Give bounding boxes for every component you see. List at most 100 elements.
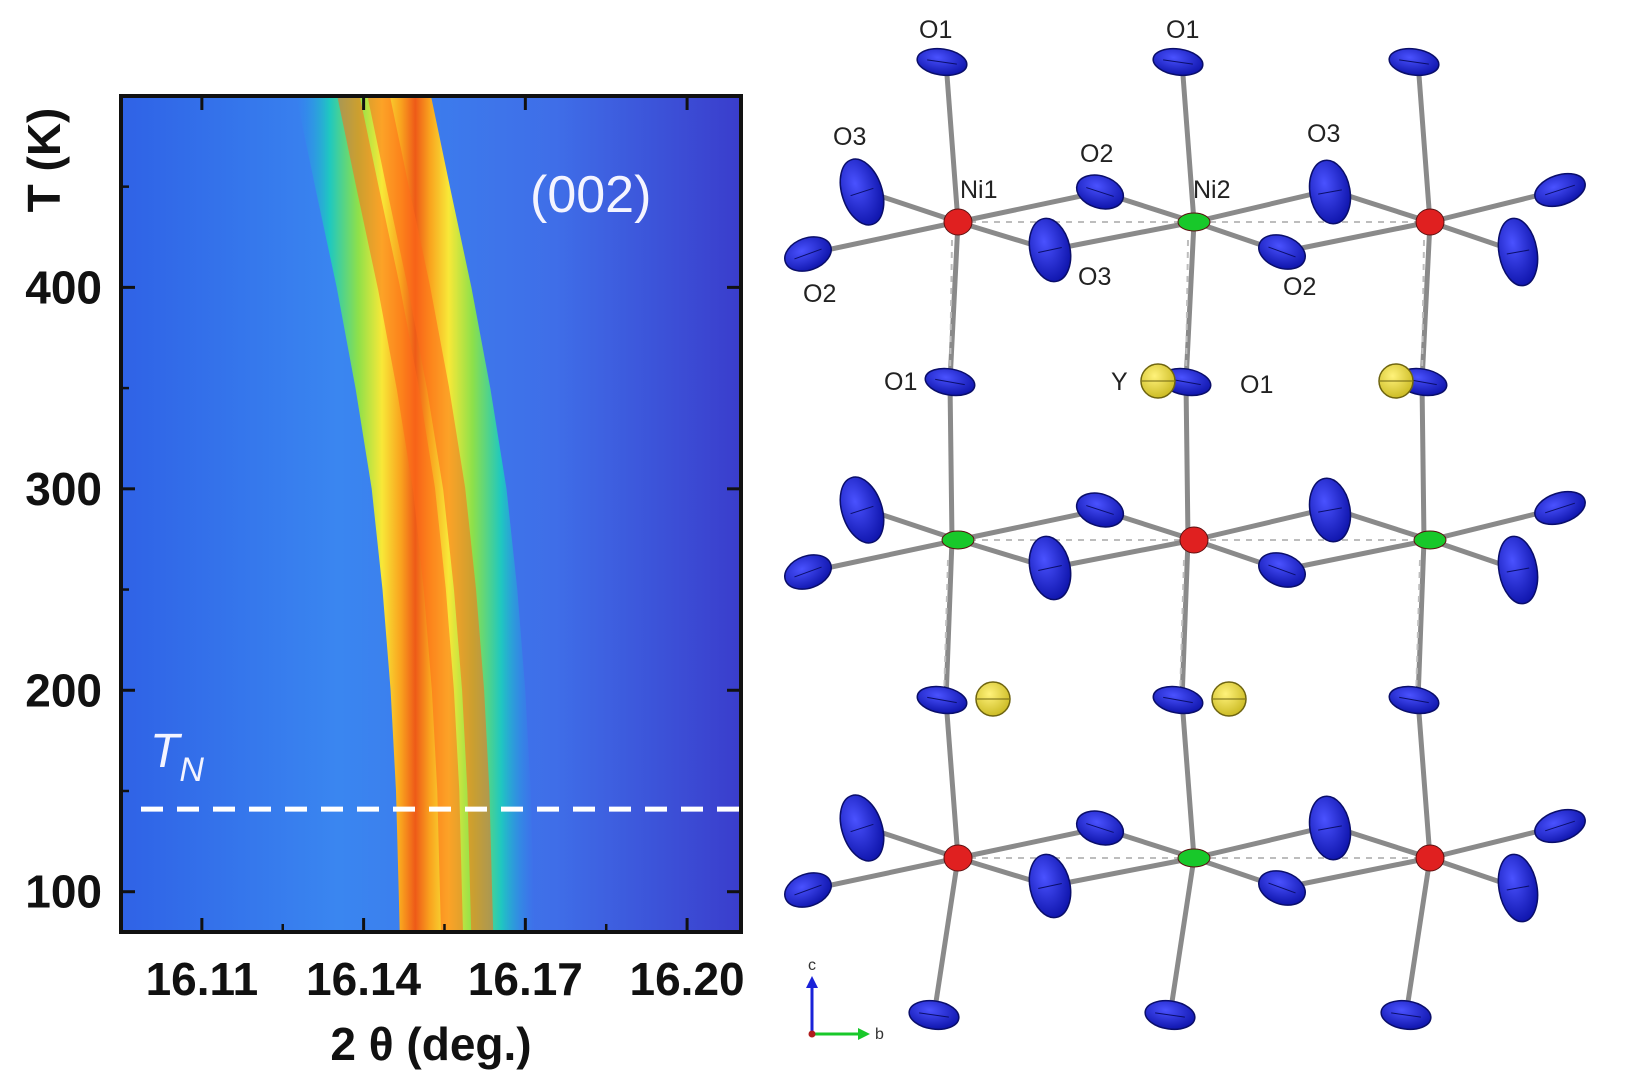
atom-labels: O1 O1 O3 O2 O3 Ni1 Ni2 O2 O3 O2 O1 Y O1 — [803, 16, 1340, 399]
oxygen-atom — [1534, 808, 1586, 844]
oxygen-atom — [1028, 535, 1072, 601]
oxygen-axis — [1155, 1012, 1185, 1018]
ni2-atom — [1177, 212, 1211, 232]
oxygen-axis — [1268, 564, 1296, 576]
oxygen-axis — [1086, 823, 1114, 833]
oxygen-axis — [1163, 59, 1193, 65]
oxygen-axis — [935, 378, 965, 386]
y-atom — [1211, 681, 1247, 717]
crystal-structure-panel: O1 O1 O3 O2 O3 Ni1 Ni2 O2 O3 O2 O1 Y O1 … — [784, 16, 1586, 1043]
oxygen-axis — [1268, 246, 1296, 258]
oxygen-atom — [784, 236, 832, 272]
oxygen-axis — [1038, 565, 1062, 571]
oxygen-axis — [1171, 378, 1201, 386]
oxygen-axis — [794, 566, 822, 578]
x-tick-labels: 16.11 16.14 16.17 16.20 — [146, 953, 745, 1005]
ni1-atom — [1415, 844, 1445, 872]
oxygen-atom — [1028, 853, 1072, 919]
ni-ellipsoid — [941, 530, 975, 550]
oxygen-atom — [1534, 490, 1586, 526]
plot-frame — [119, 94, 743, 934]
intensity-ridge-core-right — [367, 96, 494, 932]
oxygen-axis — [1399, 696, 1429, 704]
axes-key-b-label: b — [875, 1026, 884, 1043]
bond — [1279, 855, 1433, 891]
oxygen-atom — [1258, 870, 1306, 906]
label-o1-top-left: O1 — [919, 16, 952, 44]
oxygen-atom — [1144, 999, 1196, 1031]
oxygen-axis — [1506, 885, 1530, 891]
oxygen-axis — [1399, 59, 1429, 65]
bond — [1415, 59, 1433, 225]
oxygen-axis — [794, 884, 822, 896]
bond — [1419, 219, 1433, 385]
x-axis-title: 2 θ (deg.) — [330, 1018, 531, 1070]
label-o3-right: O3 — [1307, 120, 1340, 148]
ni-ellipsoid — [943, 844, 973, 872]
y-atom — [1140, 363, 1176, 399]
oxygen-atom — [784, 554, 832, 590]
intensity-ridge-core-left — [337, 96, 463, 932]
bond — [947, 219, 961, 385]
label-o1-mid-left: O1 — [884, 368, 917, 396]
y-ticks — [121, 185, 741, 894]
label-o2-upper: O2 — [1080, 140, 1113, 168]
ni-ellipsoid — [1177, 848, 1211, 868]
ni-ellipsoid — [1415, 208, 1445, 236]
ni2-atom — [941, 530, 975, 550]
label-o2-right: O2 — [1283, 273, 1316, 301]
label-o1-top-mid: O1 — [1166, 16, 1199, 44]
label-o3-lower: O3 — [1078, 263, 1111, 291]
ni1-atom — [943, 844, 973, 872]
oxygen-atom — [1308, 477, 1352, 543]
oxygen-atom — [1152, 685, 1204, 715]
oxygen-axis — [794, 248, 822, 260]
axes-key-b-arrowhead — [858, 1028, 870, 1040]
bond — [955, 825, 1103, 861]
y-tick-label: 100 — [25, 866, 102, 918]
oxygen-atom — [1497, 217, 1539, 287]
bond — [1179, 537, 1191, 703]
oxygen-axis — [1545, 502, 1575, 514]
oxygen-atom — [1028, 217, 1072, 283]
bond — [1191, 505, 1333, 543]
oxygen-atom — [916, 685, 968, 715]
oxygen-atom — [908, 999, 960, 1031]
tn-label: TN — [150, 725, 204, 789]
reflection-label: (002) — [530, 166, 651, 224]
bond — [1419, 379, 1427, 543]
oxygen-axis — [1506, 567, 1530, 573]
oxygen-atom — [839, 794, 885, 862]
bond — [805, 537, 961, 575]
ni1-atom — [943, 208, 973, 236]
oxygen-axis — [1268, 882, 1296, 894]
oxygen-atom — [1497, 535, 1539, 605]
oxygen-atom — [1534, 172, 1586, 208]
oxygen-atom — [1388, 47, 1440, 77]
label-o1-mid-right: O1 — [1240, 371, 1273, 399]
oxygen-atom — [1152, 47, 1204, 77]
bond — [1179, 697, 1197, 861]
oxygen-axis — [1318, 825, 1342, 831]
ni-ellipsoid — [1177, 212, 1211, 232]
bond — [943, 59, 961, 225]
bond — [1183, 379, 1191, 543]
label-ni1: Ni1 — [960, 176, 998, 204]
bond — [1403, 855, 1433, 1018]
bond — [955, 189, 1103, 225]
ni-ellipsoid — [1179, 526, 1209, 554]
oxygen-axis — [1545, 184, 1575, 196]
ni1-atom — [1415, 208, 1445, 236]
ni-ellipsoid — [1413, 530, 1447, 550]
ni2-atom — [1177, 848, 1211, 868]
oxygen-atom — [1308, 159, 1352, 225]
ni1-atom — [1179, 526, 1209, 554]
oxygen-atom — [1497, 853, 1539, 923]
bond — [947, 379, 955, 543]
bond — [931, 855, 961, 1018]
oxygen-axis — [1086, 187, 1114, 197]
oxygen-atom — [1075, 174, 1125, 210]
bond — [1415, 537, 1427, 703]
oxygen-atom — [1075, 492, 1125, 528]
y-tick-label: 400 — [25, 261, 102, 313]
